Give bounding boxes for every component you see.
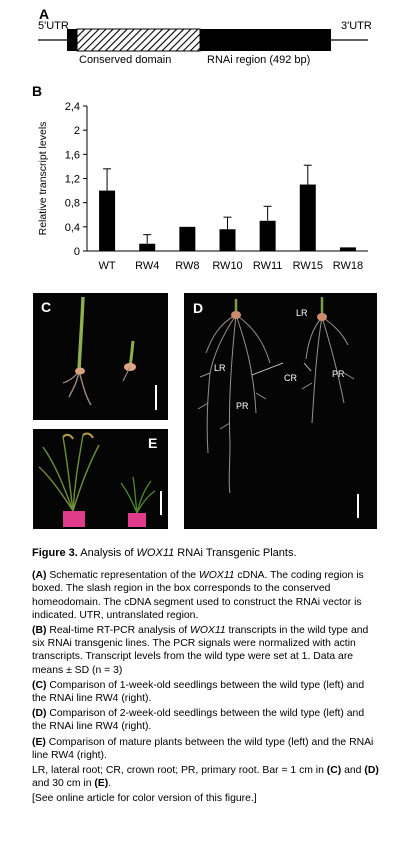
figure-caption: Figure 3. Analysis of WOX11 RNAi Transge… (32, 547, 380, 808)
utr5-label: 5'UTR (38, 20, 69, 32)
mature-plants-illustration (38, 432, 162, 527)
photo-e-letter: E (148, 435, 158, 451)
bar-rw18 (339, 247, 356, 251)
bar-rw10 (219, 229, 236, 251)
caption-a: (A) Schematic representation of the WOX1… (32, 570, 364, 621)
construct-diagram (38, 28, 368, 52)
panel-a-letter: A (39, 6, 50, 22)
x-tick-label: RW11 (253, 260, 283, 272)
photo-c-letter: C (41, 299, 52, 315)
label-lr-left: LR (214, 363, 226, 373)
seedlings-c-illustration (62, 296, 157, 410)
caption-title: Figure 3. Analysis of WOX11 RNAi Transge… (32, 547, 297, 559)
photo-e-mature-plants: E (33, 429, 168, 529)
x-tick-label: RW18 (333, 260, 363, 272)
photo-d-seedlings: D LR LR CR PR PR (184, 293, 377, 529)
rnai-region-label: RNAi region (492 bp) (207, 54, 311, 66)
panel-b-letter: B (32, 83, 43, 99)
x-tick-label: RW4 (135, 260, 159, 272)
bar-rw15 (299, 184, 316, 251)
bar-rw8 (179, 226, 196, 251)
label-lr-top: LR (296, 308, 308, 318)
x-tick-label: RW10 (212, 260, 242, 272)
bar-rw11 (259, 220, 276, 251)
caption-d: (D) Comparison of 2-week-old seedlings b… (32, 708, 365, 733)
photo-c-seedlings: C (33, 293, 168, 420)
caption-online-note: [See online article for color version of… (32, 793, 257, 805)
label-pr-left: PR (236, 401, 249, 411)
coding-start-block (67, 29, 77, 51)
y-tick-label: 2,4 (65, 101, 80, 113)
caption-b: (B) Real-time RT-PCR analysis of WOX11 t… (32, 625, 369, 676)
y-tick-label: 0,8 (65, 198, 80, 210)
rnai-region-box (200, 29, 331, 51)
seedlings-d-illustration (197, 297, 359, 518)
utr3-label: 3'UTR (341, 20, 372, 32)
conserved-domain-label: Conserved domain (79, 54, 172, 66)
y-tick-label: 1,6 (65, 149, 80, 161)
x-tick-label: RW15 (293, 260, 323, 272)
caption-abbreviations: LR, lateral root; CR, crown root; PR, pr… (32, 765, 379, 790)
y-tick-label: 0 (74, 246, 80, 258)
x-tick-label: RW8 (175, 260, 199, 272)
label-cr: CR (284, 373, 297, 383)
photo-d-letter: D (193, 300, 204, 316)
y-tick-label: 2 (74, 125, 80, 137)
x-tick-label: WT (99, 260, 116, 272)
caption-c: (C) Comparison of 1-week-old seedlings b… (32, 679, 365, 705)
y-tick-label: 1,2 (65, 174, 80, 186)
bar-wt (99, 190, 116, 251)
transcript-bar-chart: 0 0,4 0,8 1,2 1,6 2 2,4 WT RW4 RW8 RW10 RW11 RW15 RW1… (0, 95, 406, 280)
bar-rw4 (139, 243, 156, 251)
conserved-domain-box (76, 28, 201, 52)
caption-e: (E) Comparison of mature plants between … (32, 736, 374, 761)
y-tick-label: 0,4 (65, 222, 80, 234)
y-axis-label: Relative transcript levels (37, 122, 49, 236)
label-pr-right: PR (332, 369, 345, 379)
